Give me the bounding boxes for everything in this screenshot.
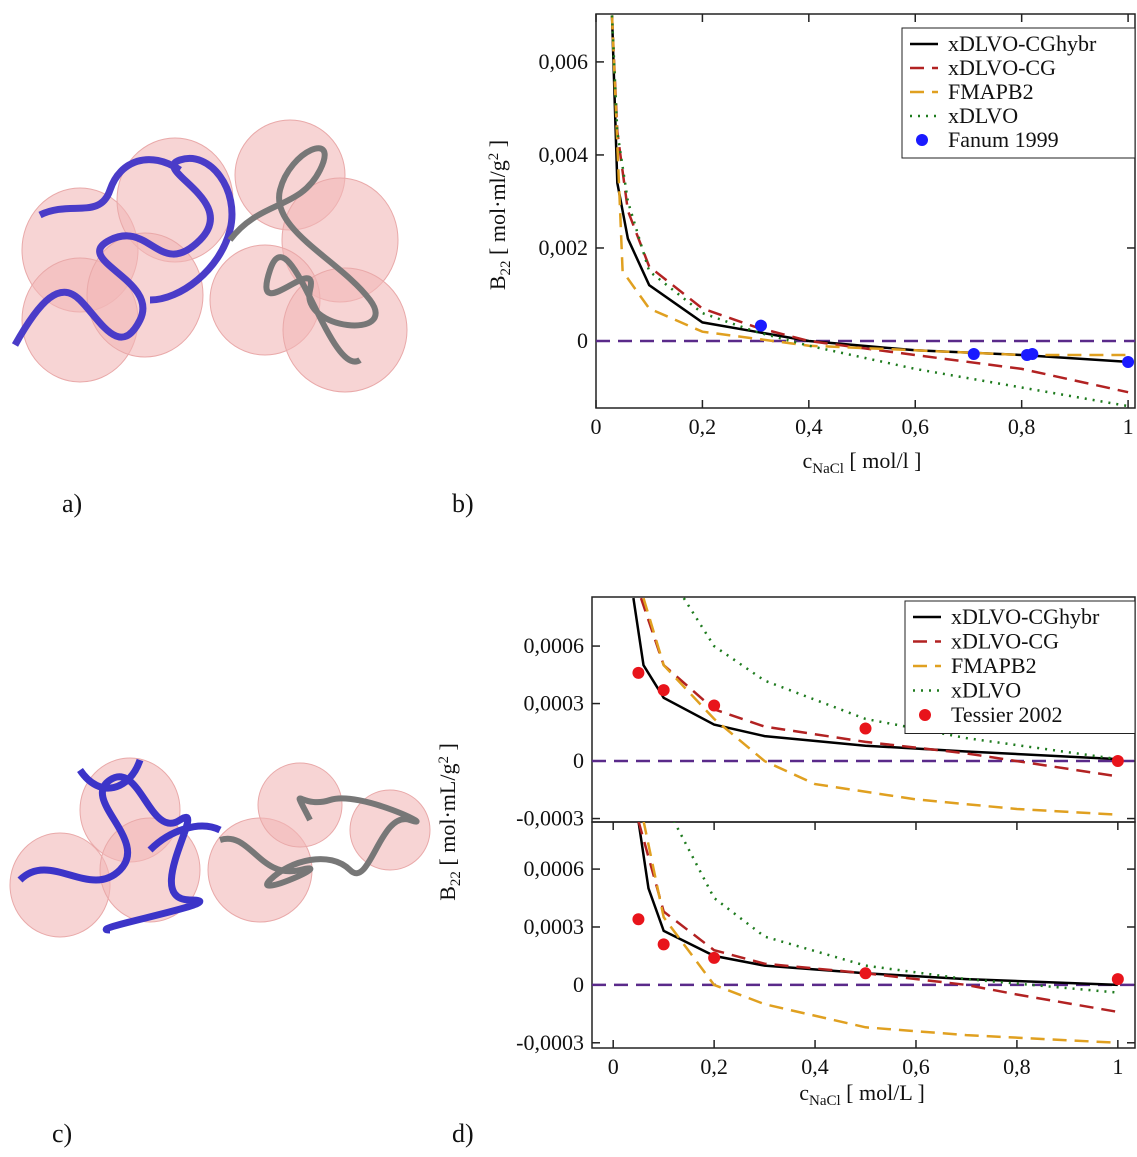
- data-point: [1122, 355, 1135, 368]
- data-point: [708, 951, 721, 964]
- legend-label: Fanum 1999: [948, 127, 1059, 152]
- x-axis-label-part: NaCl: [809, 1093, 841, 1109]
- x-axis-label: cNaCl [ mol/L ]: [799, 1080, 925, 1109]
- y-tick-label: 0,0006: [524, 856, 585, 881]
- series-line: [610, 15, 1129, 394]
- y-axis-label-part: 2: [486, 153, 502, 161]
- protein-a: [11, 119, 408, 393]
- y-axis-label: B22 [ mol·ml/g2 ]: [485, 140, 514, 290]
- y-axis-label: B22 [ mol·mL/g2 ]: [435, 743, 464, 901]
- x-tick-label: 0: [608, 1054, 619, 1079]
- legend-box: [904, 600, 1136, 734]
- data-point: [632, 666, 645, 679]
- data-point: [1111, 755, 1124, 768]
- panel-label: d): [452, 1119, 474, 1148]
- x-axis-label-part: [ mol/l ]: [844, 448, 922, 473]
- y-axis-label-part: ]: [435, 743, 460, 756]
- data-point: [1026, 348, 1039, 361]
- x-axis-label-part: c: [802, 448, 812, 473]
- y-tick-label: 0,004: [539, 142, 589, 167]
- y-tick-label: 0: [573, 972, 584, 997]
- x-tick-label: 0: [591, 414, 602, 439]
- data-point: [708, 699, 721, 712]
- y-axis-label-part: ]: [485, 140, 510, 153]
- legend-marker: [916, 134, 928, 146]
- x-tick-label: 1: [1112, 1054, 1123, 1079]
- legend-box: [901, 27, 1136, 159]
- y-tick-label: 0,002: [539, 235, 589, 260]
- y-axis-label-part: 2: [436, 756, 452, 764]
- y-axis-label-part: 22: [448, 871, 464, 886]
- legend-label: xDLVO: [951, 678, 1021, 703]
- series-line: [673, 822, 1118, 994]
- y-tick-label: -0,0003: [516, 806, 584, 831]
- protein-c: [9, 757, 431, 938]
- x-tick-label: 0,4: [795, 414, 823, 439]
- data-point: [859, 722, 872, 735]
- y-tick-label: 0: [577, 328, 588, 353]
- x-tick-label: 0,8: [1003, 1054, 1031, 1079]
- y-axis-label-part: [ mol·mL/g: [435, 764, 460, 872]
- data-point: [1111, 973, 1124, 986]
- y-tick-label: 0: [573, 748, 584, 773]
- x-tick-label: 0,2: [700, 1054, 728, 1079]
- data-point: [657, 684, 670, 697]
- data-point: [657, 938, 670, 951]
- x-axis-label-part: c: [799, 1080, 809, 1105]
- y-axis-label-part: 22: [498, 260, 514, 275]
- x-tick-label: 1: [1123, 414, 1134, 439]
- y-axis-label-part: B: [435, 886, 460, 901]
- data-point: [754, 319, 767, 332]
- panel-label: b): [452, 489, 474, 518]
- x-tick-label: 0,4: [801, 1054, 829, 1079]
- x-tick-label: 0,6: [902, 1054, 930, 1079]
- x-axis-label-part: [ mol/L ]: [841, 1080, 925, 1105]
- x-axis-label: cNaCl [ mol/l ]: [802, 448, 921, 477]
- x-tick-label: 0,6: [901, 414, 929, 439]
- data-point: [632, 913, 645, 926]
- legend-label: xDLVO: [948, 103, 1018, 128]
- series-line: [642, 822, 1118, 1045]
- series-line: [639, 597, 1118, 778]
- x-tick-label: 0,2: [689, 414, 717, 439]
- series-line: [610, 15, 1129, 357]
- legend-label: xDLVO-CG: [948, 55, 1056, 80]
- y-tick-label: 0,0006: [524, 633, 585, 658]
- x-tick-label: 0,8: [1008, 414, 1036, 439]
- y-tick-label: -0,0003: [516, 1030, 584, 1055]
- legend-marker: [919, 709, 931, 721]
- panel-label: c): [52, 1119, 72, 1148]
- data-point: [967, 348, 980, 361]
- y-axis-label-part: B: [485, 275, 510, 290]
- series-line: [610, 15, 1129, 408]
- plot-frame: [591, 821, 1136, 1049]
- plot-frame: [595, 13, 1136, 409]
- panel-label: a): [62, 489, 82, 518]
- y-axis-label-part: [ mol·ml/g: [485, 160, 510, 260]
- x-axis-label-part: NaCl: [812, 461, 844, 477]
- legend-label: xDLVO-CGhybr: [951, 604, 1100, 629]
- legend-label: xDLVO-CGhybr: [948, 31, 1097, 56]
- legend-label: xDLVO-CG: [951, 629, 1059, 654]
- y-tick-label: 0,0003: [524, 914, 585, 939]
- legend-label: FMAPB2: [948, 79, 1034, 104]
- series-line: [642, 597, 1118, 816]
- series-line: [637, 822, 1118, 987]
- legend-label: FMAPB2: [951, 653, 1037, 678]
- y-tick-label: 0,0003: [524, 691, 585, 716]
- legend-label: Tessier 2002: [951, 702, 1063, 727]
- y-tick-label: 0,006: [539, 49, 589, 74]
- data-point: [859, 967, 872, 980]
